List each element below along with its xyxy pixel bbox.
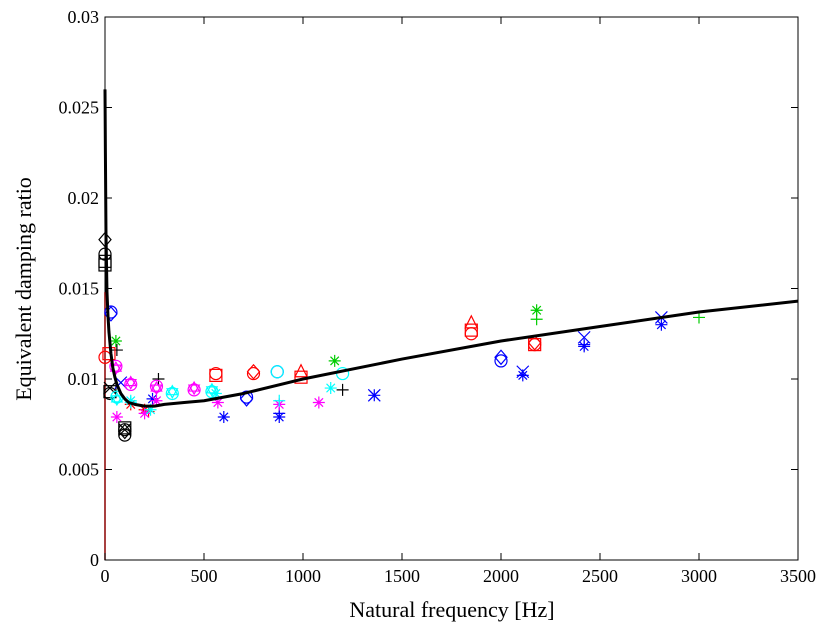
y-tick-label: 0.03 [68, 7, 100, 27]
diamond-marker [239, 390, 254, 407]
hexagram-marker [150, 384, 163, 396]
circle-marker [494, 354, 508, 368]
circle-marker [165, 386, 179, 401]
plus-marker [530, 313, 543, 326]
plot-area [98, 16, 799, 561]
asterisk-marker [328, 354, 341, 367]
hexagram-marker [150, 380, 163, 392]
asterisk-marker [312, 396, 325, 409]
plus-marker [578, 338, 591, 351]
asterisk-marker [138, 407, 151, 420]
y-tick-label: 0.01 [68, 369, 100, 389]
square-marker [209, 368, 223, 382]
x-tick-label: 3500 [780, 566, 816, 586]
triangle-marker [464, 314, 479, 329]
asterisk-marker [655, 318, 668, 331]
plus-marker [152, 373, 165, 385]
axis-ticks: 0 500 1000 1500 2000 2500 3000 3500 0 0.005 0.01 0.… [59, 7, 817, 586]
asterisk-marker [209, 387, 222, 400]
circle-marker [149, 379, 164, 393]
hexagram-marker [166, 388, 179, 399]
x-tick-label: 2500 [582, 566, 618, 586]
hexagram-marker [124, 375, 137, 387]
circle-marker [270, 365, 284, 379]
circle-marker [124, 377, 138, 392]
diamond-marker [246, 363, 261, 380]
x-marker [118, 423, 132, 437]
x-tick-label: 0 [101, 566, 110, 586]
y-tick-label: 0 [90, 550, 99, 570]
asterisk-marker [150, 394, 163, 407]
x-tick-label: 2000 [483, 566, 519, 586]
asterisk-marker [211, 396, 224, 409]
asterisk-marker [217, 411, 230, 424]
x-marker [367, 388, 381, 402]
plus-marker [336, 383, 349, 396]
triangle-marker [294, 363, 308, 378]
asterisk-marker [516, 369, 529, 382]
x-tick-label: 1500 [384, 566, 420, 586]
y-tick-label: 0.025 [59, 98, 100, 118]
asterisk-marker [110, 411, 123, 424]
plus-marker [273, 394, 286, 407]
square-marker [464, 323, 478, 337]
x-marker [516, 365, 530, 379]
asterisk-marker [324, 382, 337, 395]
x-tick-label: 1000 [285, 566, 321, 586]
x-tick-label: 3000 [681, 566, 717, 586]
circle-marker [187, 383, 201, 397]
plus-marker [110, 344, 123, 357]
fit-curve-line [103, 89, 799, 408]
asterisk-marker [146, 392, 159, 405]
hexagram-marker [110, 395, 124, 407]
x-axis-label: Natural frequency [Hz] [349, 597, 554, 622]
hexagram-marker [166, 384, 179, 396]
y-axis-label: Equivalent damping ratio [11, 177, 36, 401]
hexagram-marker [110, 391, 124, 403]
hexagram-marker [187, 384, 201, 396]
hexagram-marker [205, 382, 219, 394]
x-tick-label: 500 [191, 566, 218, 586]
hexagram-marker [124, 379, 137, 390]
circle-marker [109, 359, 123, 373]
asterisk-marker [109, 334, 122, 347]
y-tick-label: 0.015 [59, 279, 100, 299]
hexagram-marker [187, 380, 201, 392]
asterisk-marker [144, 403, 157, 416]
diamond-marker [527, 334, 542, 351]
y-tick-label: 0.005 [59, 460, 100, 480]
asterisk-marker [530, 304, 543, 317]
diamond-marker [494, 349, 508, 366]
y-tick-label: 0.02 [68, 188, 100, 208]
x-marker [577, 330, 591, 344]
diamond-marker [118, 423, 132, 440]
